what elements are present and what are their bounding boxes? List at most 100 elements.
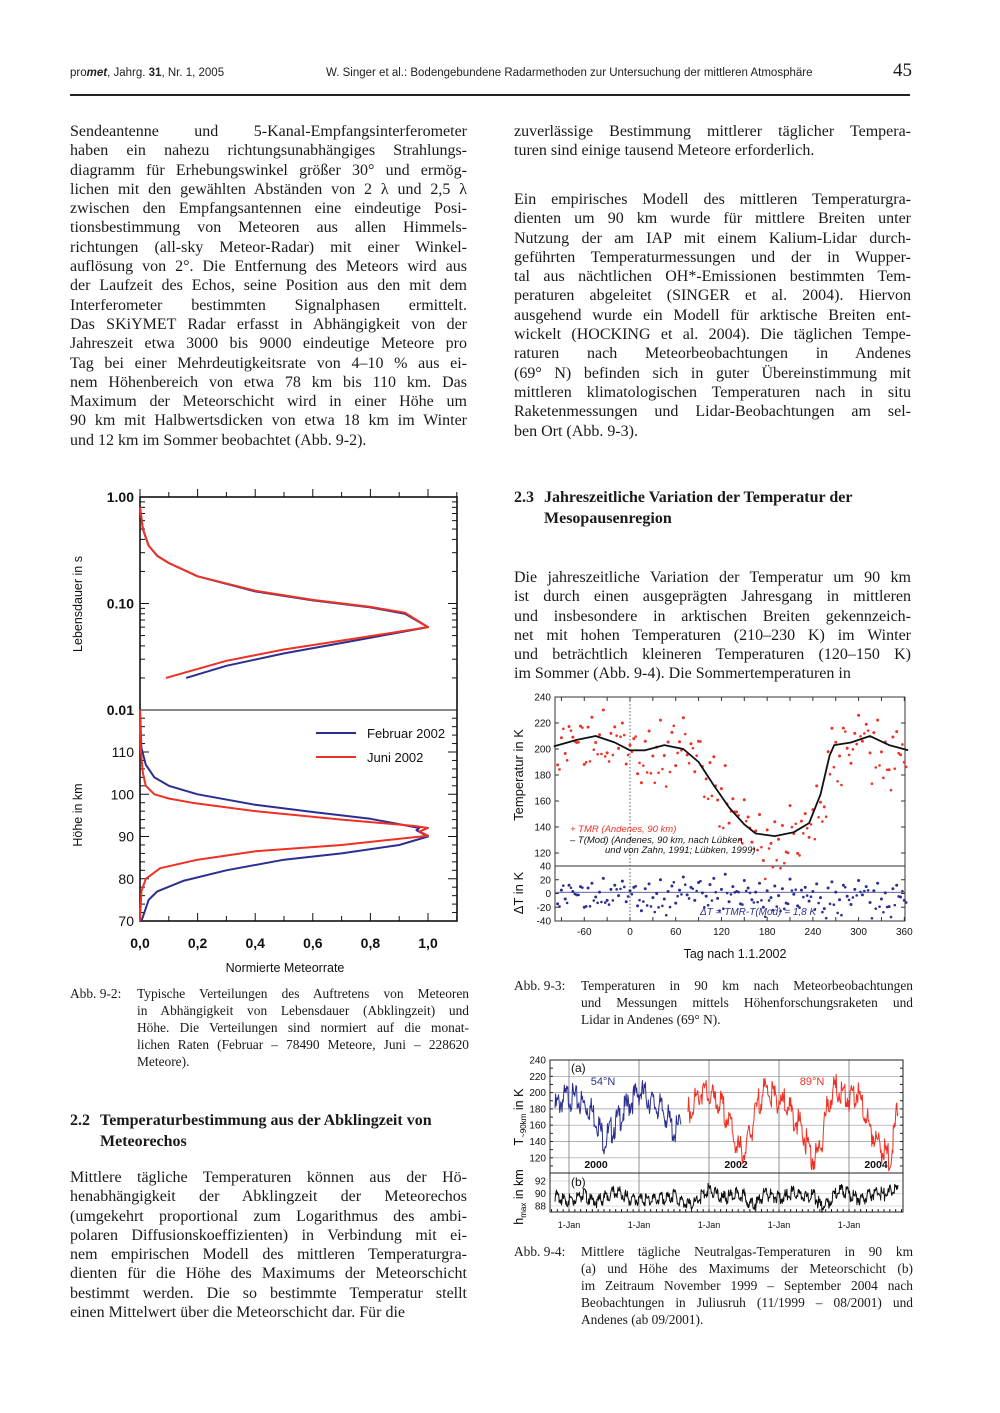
tmr-point <box>845 746 849 750</box>
text-line: haben ein nahezu richtungsunabhängiges S… <box>70 142 467 160</box>
tmr-point <box>617 746 621 750</box>
y-tick-label: 180 <box>534 771 551 782</box>
delta-point <box>882 910 885 914</box>
tmr-point <box>556 763 560 767</box>
tmr-point <box>664 785 668 788</box>
tmr-point <box>864 722 868 726</box>
text-line: Sendeantenne und 5-Kanal-Empfangsinterfe… <box>70 123 467 140</box>
delta-point <box>777 894 781 898</box>
delta-point <box>857 878 861 882</box>
text-line: lichen Raten (Februar – 78490 Meteore, J… <box>137 1037 469 1052</box>
delta-point <box>719 887 723 891</box>
model-curve <box>553 735 909 837</box>
delta-point <box>714 890 718 894</box>
tmr-point <box>605 751 609 755</box>
tmr-point <box>859 734 862 738</box>
tmr-point <box>628 743 632 747</box>
x-tick-label: 1-Jan <box>558 1220 581 1230</box>
y-tick-label: 90 <box>118 829 134 845</box>
tmr-point <box>565 759 569 762</box>
delta-point <box>758 881 762 885</box>
y-axis-title: Lebensdauer in s <box>71 556 85 652</box>
delta-point <box>584 905 588 908</box>
delta-point <box>742 878 746 882</box>
text-line: (69° N) befinden sich in guter Übereinst… <box>514 364 911 382</box>
delta-point <box>590 881 594 885</box>
tmr-point <box>879 750 883 754</box>
tmr-point <box>639 781 643 785</box>
x-axis-title: Normierte Meteorrate <box>226 961 345 975</box>
delta-point <box>803 885 807 889</box>
tmr-point <box>691 746 695 750</box>
delta-point <box>645 904 649 907</box>
text-line: Typische Verteilungen des Auftretens von… <box>137 986 469 1001</box>
y-tick-label: 0.10 <box>107 596 134 612</box>
tmr-point <box>619 735 622 738</box>
delta-point <box>798 906 801 909</box>
legend-label: Juni 2002 <box>367 750 423 765</box>
y-tick-label: 1.00 <box>107 489 134 505</box>
tmr-point <box>559 736 563 740</box>
tmr-point <box>821 820 824 823</box>
delta-point <box>691 887 695 891</box>
delta-point <box>855 894 858 897</box>
tmr-point <box>899 753 903 757</box>
delta-point <box>615 888 618 891</box>
tmr-point <box>658 718 662 722</box>
station-label: 89°N <box>800 1076 825 1088</box>
y-axis-title-unit: in km <box>512 1169 526 1202</box>
delta-point <box>899 895 903 899</box>
tmr-point <box>695 754 698 757</box>
caption-label: Abb. 9-3: <box>514 978 566 993</box>
tmr-point <box>863 732 866 735</box>
delta-point <box>609 887 613 891</box>
page-number: 45 <box>893 60 912 81</box>
delta-point <box>689 885 693 889</box>
text-line: Mittlere tägliche Neutralgas-Temperature… <box>581 1244 913 1259</box>
running-title: W. Singer et al.: Bodengebundene Radarme… <box>326 67 813 79</box>
tmr-point <box>783 861 786 865</box>
tmr-point <box>584 760 588 764</box>
delta-point <box>563 897 567 901</box>
delta-point <box>786 902 790 906</box>
delta-point <box>666 889 670 893</box>
delta-point <box>710 899 714 902</box>
tmr-point <box>708 761 712 765</box>
delta-point <box>902 898 906 902</box>
tmr-point <box>670 730 674 734</box>
y-tick-label: 0.01 <box>107 702 134 718</box>
section-title-cont: Mesopausenregion <box>544 510 672 527</box>
delta-point <box>845 894 849 898</box>
tmr-point <box>668 770 672 774</box>
tmr-point <box>704 777 708 781</box>
delta-point <box>819 896 822 900</box>
y-tick-label: -40 <box>537 917 552 928</box>
text-line: raturen nach Meteorbeobachtungen in Ande… <box>514 345 911 363</box>
y-axis-title-main: T <box>512 1137 526 1145</box>
tmr-point <box>866 729 870 732</box>
tmr-point <box>613 725 617 729</box>
y-axis-title-unit: in K <box>512 1088 526 1114</box>
delta-point <box>695 889 698 893</box>
delta-point <box>826 886 830 890</box>
tmr-point <box>897 751 900 755</box>
tmr-point <box>838 754 842 758</box>
text-line: polaren Diffusionskoeffizienten) in Verb… <box>70 1226 467 1244</box>
delta-point <box>794 888 798 891</box>
right-paragraph-2: Ein empirisches Modell des mittleren Tem… <box>514 190 911 441</box>
delta-point <box>746 886 750 890</box>
delta-point <box>567 883 571 887</box>
y-axis-title: ΔT in K <box>511 871 526 914</box>
tmr-point <box>807 835 811 839</box>
delta-point <box>577 893 580 897</box>
delta-point <box>668 905 672 909</box>
tmr-point <box>798 854 801 857</box>
tmr-point <box>901 743 904 746</box>
tmr-point <box>874 766 878 769</box>
y-tick-label: 140 <box>534 823 551 834</box>
delta-point <box>769 896 773 900</box>
delta-point <box>792 892 796 896</box>
delta-point <box>752 901 756 904</box>
delta-point <box>817 901 820 905</box>
delta-point <box>565 901 569 905</box>
